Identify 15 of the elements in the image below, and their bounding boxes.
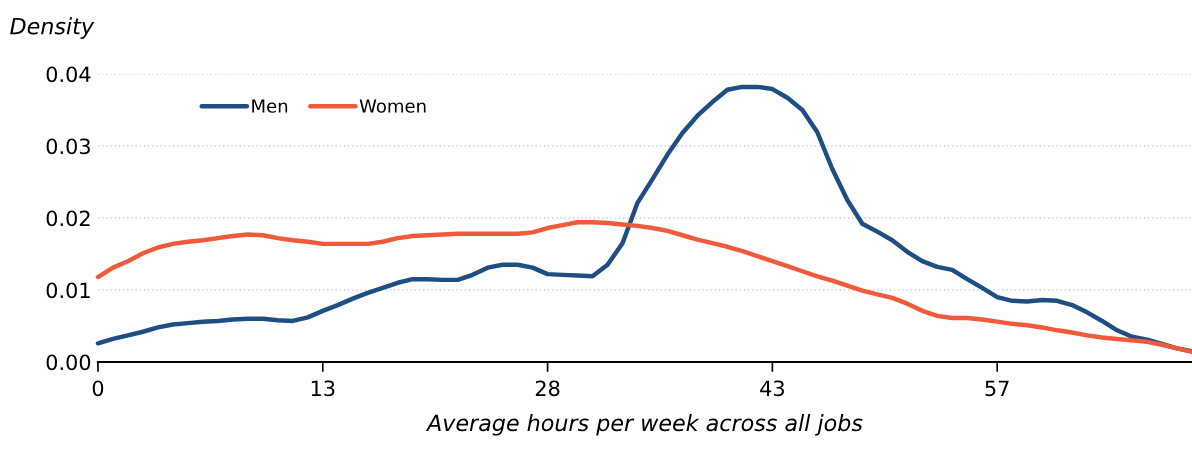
- x-tick-label: 28: [535, 380, 560, 397]
- y-tick-label: 0.04: [46, 66, 91, 83]
- line-series: [95, 220, 1192, 355]
- x-axis-title: Average hours per week across all jobs: [425, 414, 863, 436]
- x-tick-label: 13: [311, 380, 335, 397]
- y-tick-label: 0.02: [46, 210, 90, 227]
- x-tick-label: 0: [92, 380, 104, 397]
- x-tick-label: 43: [760, 380, 784, 397]
- y-axis-title: Density: [10, 17, 95, 39]
- y-tick-label: 0.00: [46, 354, 91, 371]
- x-tick-label: 57: [985, 380, 1009, 397]
- legend-label: Men: [252, 99, 288, 113]
- y-tick-label: 0.03: [46, 138, 90, 155]
- y-tick-label: 0.01: [46, 282, 90, 299]
- legend-label: Women: [359, 99, 426, 113]
